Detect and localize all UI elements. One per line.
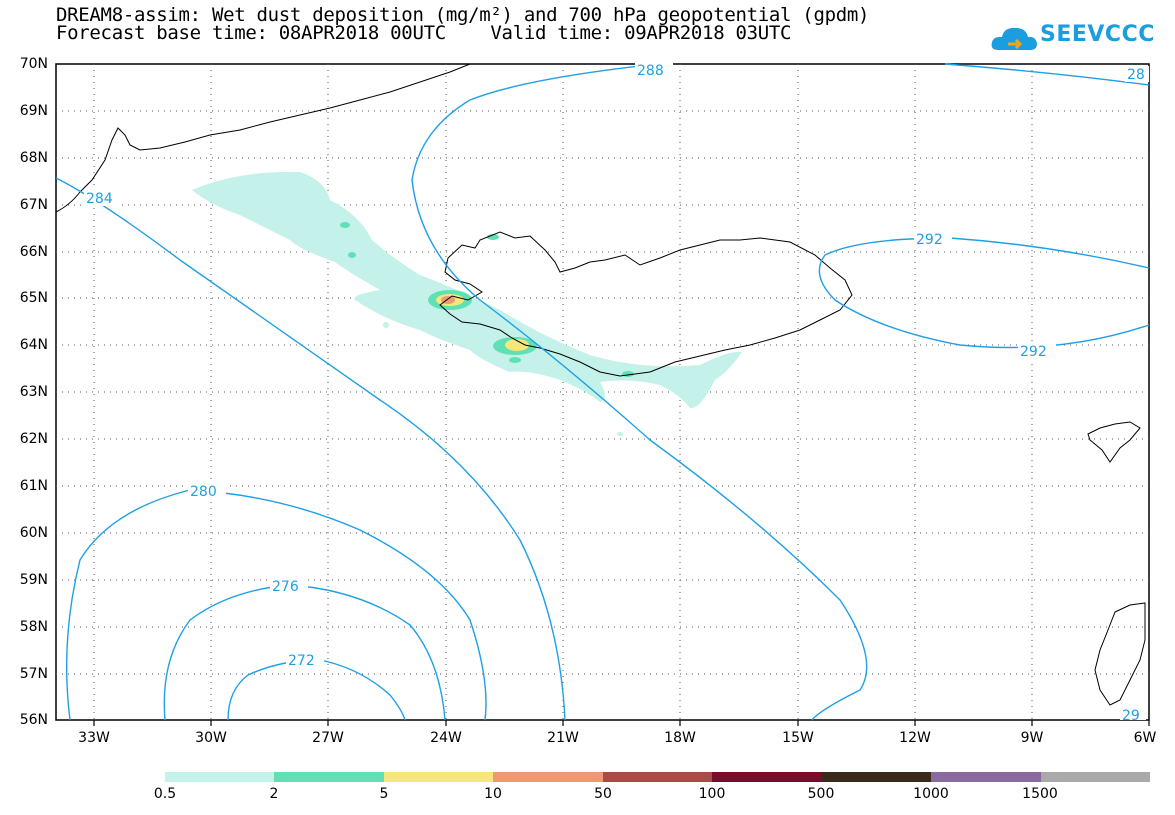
- legend-swatch: [493, 772, 603, 782]
- map-title: DREAM8-assim: Wet dust deposition (mg/m²…: [56, 4, 870, 26]
- contour-label-292-a: 292: [916, 232, 943, 248]
- lon-label: 24W: [430, 730, 462, 746]
- color-legend: [165, 772, 1150, 782]
- legend-label: 0.5: [153, 786, 177, 802]
- contour-label-284: 284: [86, 191, 113, 207]
- lat-label: 69N: [19, 103, 48, 119]
- lon-label: 21W: [547, 730, 579, 746]
- cloud-icon: [991, 27, 1037, 50]
- contour-label-276: 276: [272, 579, 299, 595]
- lat-label: 57N: [19, 666, 48, 682]
- legend-label: 1000: [913, 786, 949, 802]
- contour-label-29: 29: [1122, 708, 1140, 724]
- lon-label: 15W: [782, 730, 814, 746]
- lat-label: 63N: [19, 384, 48, 400]
- legend-swatch: [931, 772, 1041, 782]
- legend-swatch: [383, 772, 494, 782]
- lon-label: 30W: [195, 730, 227, 746]
- legend-label: 2: [269, 786, 279, 802]
- legend-label: 10: [484, 786, 502, 802]
- lon-label: 6W: [1133, 730, 1157, 746]
- contour-label-272: 272: [288, 653, 315, 669]
- contour-label-288: 288: [637, 63, 664, 79]
- graticule: [56, 64, 1149, 720]
- lon-label: 12W: [899, 730, 931, 746]
- lat-label: 60N: [19, 525, 48, 541]
- legend-label: 50: [594, 786, 612, 802]
- legend-swatch: [165, 772, 275, 782]
- legend-label: 500: [807, 786, 835, 802]
- lat-label: 70N: [19, 56, 48, 72]
- lat-label: 58N: [19, 619, 48, 635]
- lat-label: 68N: [19, 150, 48, 166]
- map-subtitle: Forecast base time: 08APR2018 00UTC Vali…: [56, 22, 792, 44]
- contour-label-280: 280: [190, 484, 217, 500]
- lat-label: 61N: [19, 478, 48, 494]
- legend-swatch: [712, 772, 822, 782]
- legend-label: 1500: [1022, 786, 1058, 802]
- lat-label: 62N: [19, 431, 48, 447]
- lat-label: 56N: [19, 712, 48, 728]
- contour-label-28: 28: [1127, 67, 1145, 83]
- legend-swatch: [602, 772, 713, 782]
- lat-label: 65N: [19, 290, 48, 306]
- legend-label: 100: [698, 786, 726, 802]
- lat-label: 59N: [19, 572, 48, 588]
- lon-label: 9W: [1020, 730, 1044, 746]
- legend-swatch: [274, 772, 384, 782]
- legend-swatch: [1040, 772, 1150, 782]
- coastlines: [55, 63, 1146, 706]
- legend-label: 5: [379, 786, 389, 802]
- lat-label: 66N: [19, 244, 48, 260]
- lon-label: 18W: [664, 730, 696, 746]
- dust-deposition-field: [192, 171, 742, 436]
- lat-label: 64N: [19, 337, 48, 353]
- lon-label: 33W: [78, 730, 110, 746]
- lon-label: 27W: [312, 730, 344, 746]
- logo-text: SEEVCCC: [1040, 22, 1155, 47]
- lat-label: 67N: [19, 197, 48, 213]
- contour-label-292-b: 292: [1020, 344, 1047, 360]
- legend-swatch: [821, 772, 932, 782]
